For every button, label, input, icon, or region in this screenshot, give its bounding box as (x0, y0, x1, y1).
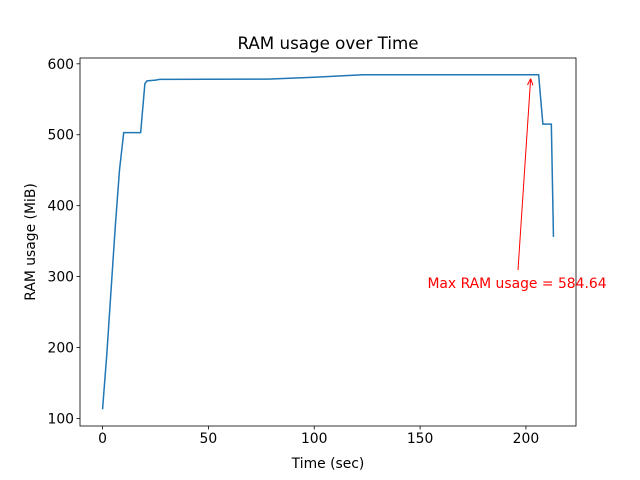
annotation-arrow (517, 78, 532, 271)
plot-frame (79, 57, 577, 427)
chart-title: RAM usage over Time (237, 33, 418, 53)
x-tick-label: 50 (200, 431, 218, 447)
x-tick-label: 0 (98, 431, 107, 447)
y-axis-label: RAM usage (MiB) (23, 183, 39, 301)
y-tick-label: 600 (47, 57, 74, 73)
x-tick-label: 150 (407, 431, 434, 447)
x-axis-label: Time (sec) (291, 456, 365, 472)
y-tick-label: 200 (47, 341, 74, 357)
line (101, 73, 555, 410)
y-tick-label: 300 (47, 270, 74, 286)
y-tick-label: 100 (47, 411, 74, 427)
annotation-text: Max RAM usage = 584.64 (427, 276, 606, 292)
y-tick-label: 500 (47, 128, 74, 144)
x-tick-label: 200 (513, 431, 540, 447)
y-tick-label: 400 (47, 199, 74, 215)
annotation-arrowhead (527, 78, 534, 86)
x-tick-label: 100 (301, 431, 328, 447)
